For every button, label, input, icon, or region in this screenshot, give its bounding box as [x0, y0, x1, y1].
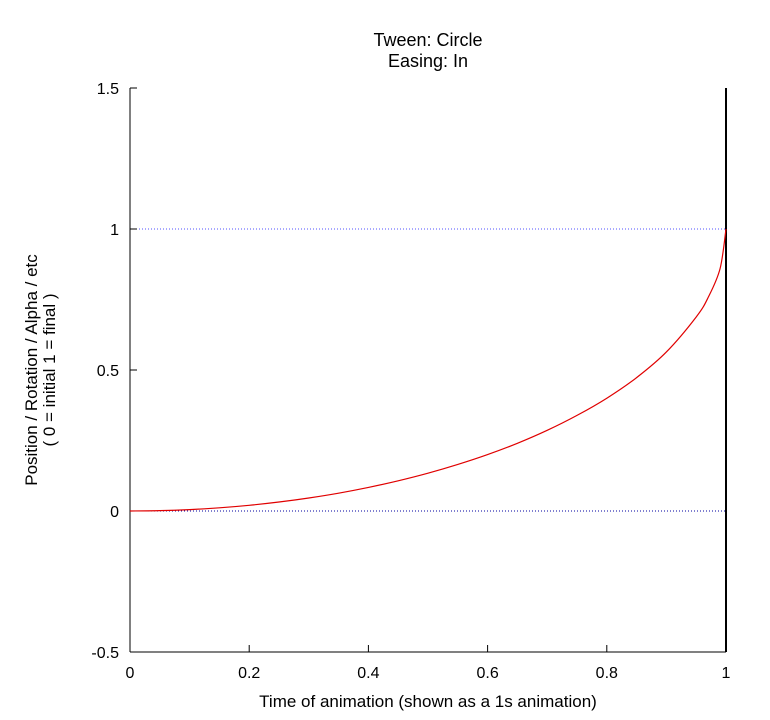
chart-subtitle: Easing: In: [388, 51, 468, 71]
y-axis-sublabel: ( 0 = initial 1 = final ): [40, 293, 59, 446]
axes: [129, 88, 727, 653]
x-tick-label: 0.4: [357, 665, 379, 682]
series-layer: [129, 228, 727, 512]
x-ticks: 0 0.2 0.4 0.6 0.8 1: [126, 645, 731, 682]
y-ticks: -0.5 0 0.5 1 1.5: [91, 81, 137, 662]
x-tick-label: 0.2: [238, 665, 260, 682]
y-tick-label: 1: [110, 222, 119, 239]
series-line-0: [129, 228, 727, 512]
y-tick-label: 1.5: [97, 81, 119, 98]
reference-lines: [130, 228, 726, 512]
y-tick-label: 0.5: [97, 363, 119, 380]
y-axis-label: Position / Rotation / Alpha / etc: [22, 254, 41, 486]
x-tick-label: 0.8: [596, 665, 618, 682]
y-tick-label: -0.5: [91, 645, 119, 662]
x-tick-label: 1: [722, 665, 731, 682]
chart-title: Tween: Circle: [373, 30, 482, 50]
x-tick-label: 0.6: [476, 665, 498, 682]
x-tick-label: 0: [126, 665, 135, 682]
x-axis-label: Time of animation (shown as a 1s animati…: [259, 692, 597, 711]
y-tick-label: 0: [110, 504, 119, 521]
